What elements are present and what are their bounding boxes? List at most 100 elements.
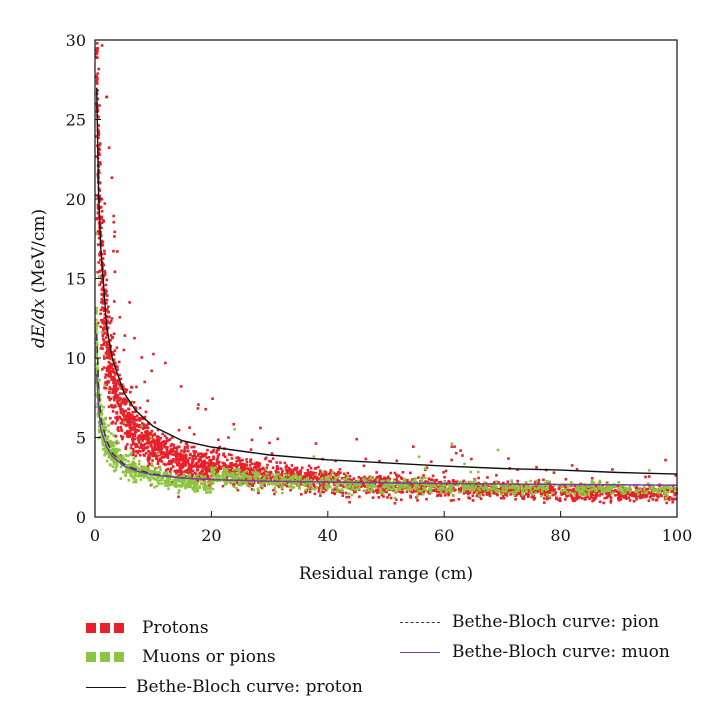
proton-point <box>177 473 181 477</box>
muon-pion-point <box>586 484 590 488</box>
muon-pion-point <box>281 484 285 488</box>
proton-point <box>426 490 430 494</box>
muon-pion-point <box>208 491 211 494</box>
proton-point <box>121 392 124 395</box>
proton-point <box>194 455 198 459</box>
proton-point <box>561 492 565 495</box>
proton-point <box>134 430 138 434</box>
proton-point <box>256 461 259 465</box>
muon-pion-point <box>219 477 223 481</box>
proton-point <box>138 406 142 410</box>
proton-point <box>122 385 125 389</box>
proton-point <box>132 401 136 404</box>
proton-point <box>143 454 146 457</box>
muon-pion-point <box>565 484 569 487</box>
muon-pion-point <box>251 480 255 484</box>
proton-point <box>172 446 176 449</box>
proton-point <box>114 393 118 396</box>
muon-pion-point <box>569 481 573 484</box>
muon-pion-point <box>665 485 669 488</box>
muon-pion-point <box>420 478 424 482</box>
muon-pion-point <box>473 487 477 491</box>
proton-point <box>171 453 175 456</box>
proton-point <box>135 443 139 446</box>
proton-point <box>616 493 620 497</box>
muon-pion-point <box>272 477 276 480</box>
muon-pion-point <box>504 490 508 493</box>
proton-point <box>128 301 131 304</box>
proton-point <box>101 337 105 341</box>
proton-point <box>592 496 595 500</box>
proton-point <box>204 407 207 411</box>
proton-point <box>132 449 135 453</box>
proton-point <box>649 492 653 495</box>
proton-point <box>638 496 642 500</box>
proton-point <box>178 467 182 471</box>
proton-point <box>586 487 590 490</box>
muon-pion-point <box>366 488 370 491</box>
proton-point <box>120 401 124 404</box>
proton-point <box>96 89 99 92</box>
muon-pion-point <box>450 484 454 487</box>
muon-pion-point <box>223 470 226 473</box>
proton-point <box>191 469 195 473</box>
muon-pion-point <box>536 487 540 491</box>
proton-point <box>186 449 190 453</box>
muon-pion-point <box>393 490 397 493</box>
proton-point <box>533 480 537 484</box>
proton-point <box>451 480 455 483</box>
muon-pion-point <box>610 487 614 491</box>
muon-pion-point <box>150 482 154 486</box>
proton-point <box>191 456 195 460</box>
muon-pion-point <box>155 484 159 488</box>
muon-pion-point <box>266 472 269 476</box>
proton-point <box>376 485 380 488</box>
muon-pion-point <box>190 480 194 483</box>
proton-point <box>372 490 375 494</box>
proton-point <box>585 490 589 494</box>
muon-pion-point <box>593 487 597 490</box>
muon-pion-point <box>175 473 179 477</box>
proton-point <box>127 422 130 426</box>
proton-point <box>193 471 197 475</box>
muon-pion-point <box>348 480 352 483</box>
muon-pion-point <box>319 478 323 482</box>
muon-pion-point <box>177 477 181 481</box>
muon-pion-point <box>325 478 328 481</box>
muon-pion-point <box>314 473 318 476</box>
muon-pion-point <box>611 491 615 495</box>
muon-pion-point <box>399 485 402 489</box>
proton-point <box>227 453 231 456</box>
muon-pion-point <box>620 488 624 491</box>
proton-point <box>555 497 558 501</box>
proton-point <box>417 476 420 479</box>
muon-pion-point <box>257 473 261 476</box>
muon-pion-point <box>284 473 288 477</box>
muon-pion-point <box>282 477 286 480</box>
proton-point <box>290 464 294 467</box>
muon-pion-point <box>469 488 473 492</box>
proton-point <box>401 490 405 494</box>
proton-point <box>524 492 528 496</box>
proton-point <box>107 355 111 358</box>
muon-pion-point <box>307 481 311 484</box>
proton-point <box>141 449 145 453</box>
muon-pion-point <box>673 488 677 492</box>
proton-point <box>665 501 668 505</box>
muon-pion-point <box>119 477 123 480</box>
muon-pion-point <box>217 476 220 479</box>
proton-point <box>209 462 213 466</box>
muon-pion-point <box>233 428 236 431</box>
proton-point <box>573 499 576 503</box>
proton-point <box>479 497 483 501</box>
muon-pion-point <box>97 420 101 424</box>
muon-pion-point <box>274 481 277 485</box>
proton-point <box>235 465 238 469</box>
proton-point <box>179 440 183 444</box>
muon-pion-point <box>237 469 241 472</box>
muon-pion-point <box>578 491 581 495</box>
muon-pion-point <box>158 472 161 476</box>
muon-pion-point <box>97 275 101 278</box>
muon-pion-point <box>96 415 100 418</box>
proton-point <box>144 451 148 455</box>
